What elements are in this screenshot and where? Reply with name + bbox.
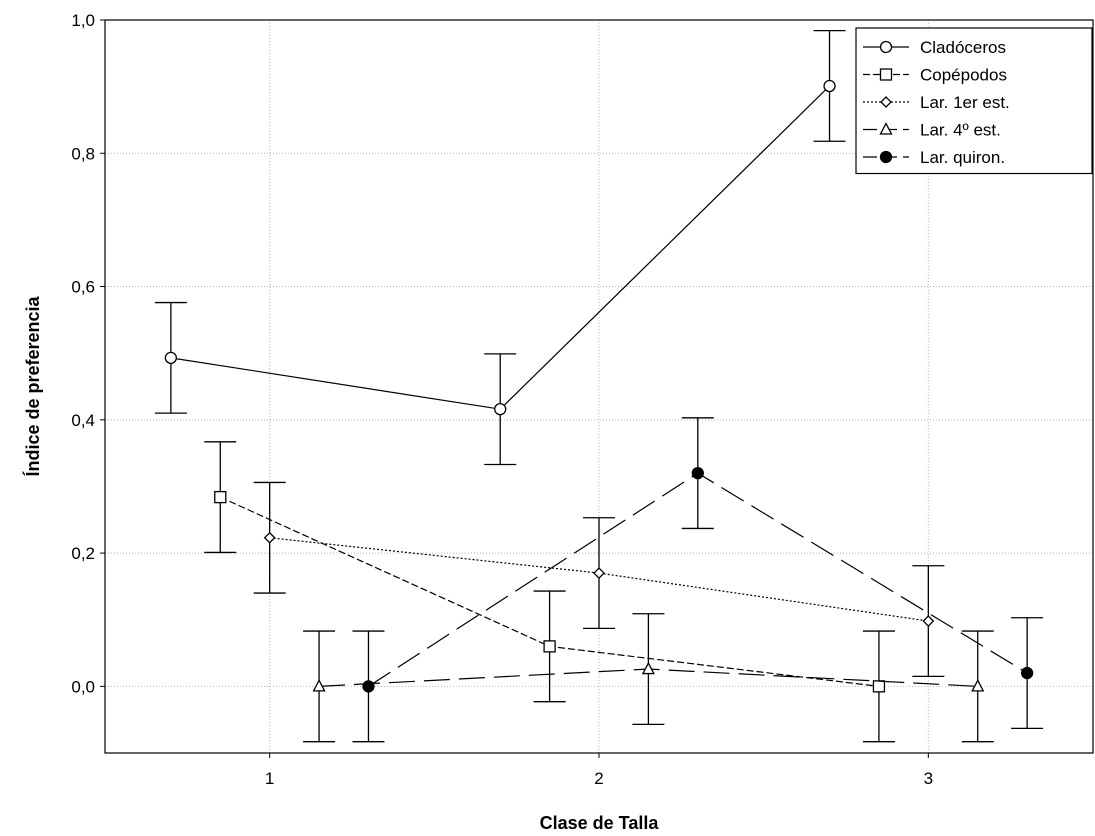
series-layer (154, 30, 1044, 743)
series-group (154, 30, 846, 466)
x-tick-label: 1 (265, 769, 274, 788)
grid (105, 19, 1093, 753)
y-axis-title: Índice de preferencia (22, 295, 43, 476)
axes: 0,0 0,2 0,4 0,6 0,8 1,0 1 2 3 (71, 11, 933, 788)
data-point (312, 678, 326, 692)
legend: Cladóceros Copépodos Lar. 1er est. Lar. 4º … (855, 27, 1093, 175)
series-group (352, 417, 1044, 743)
y-tick-label: 0,4 (71, 411, 95, 430)
legend-marker (880, 96, 892, 108)
data-point (691, 466, 704, 480)
series-group (204, 441, 895, 743)
data-point (263, 531, 276, 544)
legend-marker (879, 40, 893, 54)
legend-label: Copépodos (920, 66, 1007, 85)
x-tick-label: 2 (594, 769, 603, 788)
data-point (593, 567, 605, 580)
legend-marker (879, 68, 893, 81)
legend-label: Cladóceros (920, 38, 1006, 57)
x-tick-label: 3 (924, 769, 933, 788)
legend-label: Lar. 4º est. (920, 121, 1001, 140)
data-point (922, 615, 935, 627)
x-axis-title: Clase de Talla (540, 813, 660, 833)
data-point (164, 351, 178, 364)
data-point (1020, 666, 1034, 680)
data-point (214, 490, 227, 504)
y-tick-label: 0,0 (71, 677, 95, 696)
legend-marker (879, 122, 893, 135)
legend-marker (879, 150, 893, 164)
series-group (303, 613, 994, 743)
data-point (494, 403, 507, 416)
legend-box (855, 27, 1093, 175)
y-tick-label: 0,8 (71, 144, 95, 163)
series-group (253, 481, 945, 678)
legend-label: Lar. quiron. (920, 148, 1005, 167)
y-tick-label: 0,2 (71, 544, 95, 563)
data-point (872, 680, 886, 693)
data-point (362, 680, 375, 693)
y-tick-label: 1,0 (71, 11, 95, 30)
data-point (971, 678, 985, 692)
series-line (269, 537, 929, 622)
legend-label: Lar. 1er est. (920, 93, 1010, 112)
y-tick-label: 0,6 (71, 278, 95, 297)
data-point (543, 640, 556, 653)
data-point (823, 79, 836, 93)
data-point (641, 661, 655, 675)
